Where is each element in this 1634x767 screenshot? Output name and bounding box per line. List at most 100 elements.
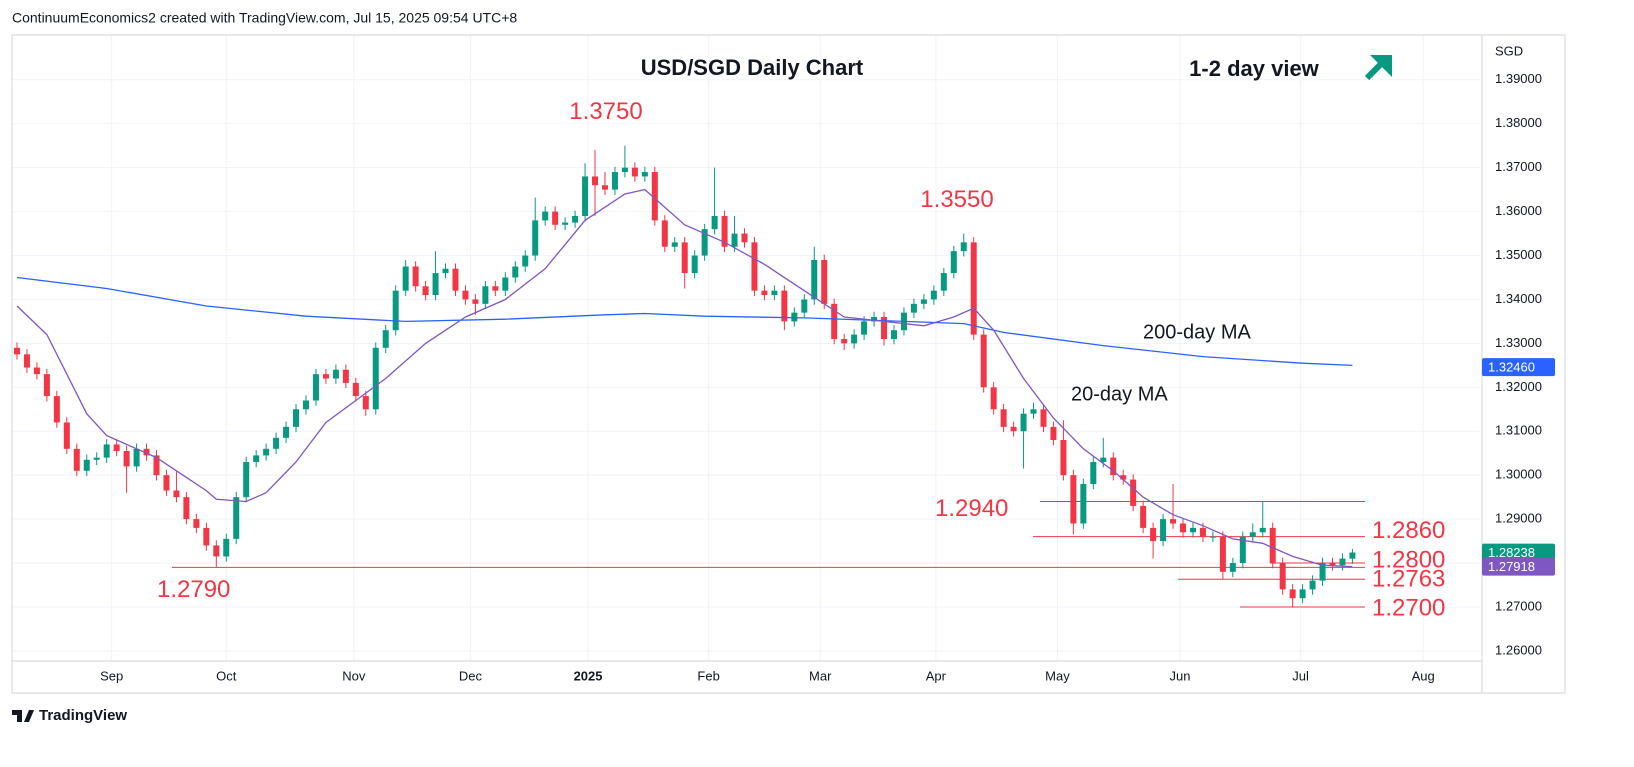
candle-body [582,176,589,216]
y-tick-label: 1.27000 [1495,598,1542,613]
candle-body [1070,475,1077,524]
candle-body [133,448,140,467]
candle-body [1249,532,1256,537]
x-tick-label: Dec [459,668,483,683]
candle-body [741,233,748,243]
moving-average-line [16,188,1353,568]
grid [12,35,1480,661]
candle-body [472,299,479,304]
candle-body [1239,536,1246,564]
candle-body [731,233,738,247]
candle-body [442,268,449,274]
candle-body [851,334,858,344]
candle-body [1319,563,1326,581]
candle-body [1080,483,1087,524]
candle-body [562,222,569,225]
candle-body [910,303,917,313]
candle-body [482,286,489,304]
y-tick-label: 1.33000 [1495,335,1542,350]
candle-body [641,172,648,177]
candle-body [322,374,329,379]
y-tick-label: 1.36000 [1495,203,1542,218]
candle-body [302,400,309,410]
candle-body [1140,505,1147,528]
candle-body [960,242,967,252]
candle-body [1050,426,1057,441]
candle-body [890,330,897,339]
candle-body [113,444,120,452]
candle-body [990,387,997,410]
up-arrow [1364,55,1392,81]
candle-body [173,490,180,498]
candle-body [821,259,828,304]
candle-body [1189,527,1196,533]
y-tick-label: 1.30000 [1495,467,1542,482]
candle-body [342,369,349,383]
candle-body [920,299,927,304]
candle-body [761,290,768,296]
candle-body [601,185,608,190]
candle-body [980,334,987,388]
y-tick-label: 1.39000 [1495,71,1542,86]
candle-body [651,172,658,221]
price-tag-label: 1.28238 [1488,545,1535,560]
candle-body [1040,409,1047,427]
candle-body [1180,523,1187,533]
candle-body [512,266,519,278]
candle-body [631,167,638,177]
candle-body [781,290,788,322]
candle-body [1100,457,1107,462]
candle-body [1150,527,1157,542]
candle-body [1000,409,1007,427]
candle-body [352,382,359,397]
x-tick-label: 2025 [574,668,603,683]
candle-body [33,367,40,375]
candle-body [1090,461,1097,484]
candle-body [13,347,20,355]
candle-body [123,451,130,467]
candle-body [332,369,339,379]
candle-body [671,242,678,247]
candle-body [452,268,459,291]
candle-body [1170,519,1177,524]
candle-body [103,444,110,458]
moving-average-label: 200-day MA [1143,321,1251,343]
y-tick-label: 1.34000 [1495,291,1542,306]
y-tick-label: 1.31000 [1495,423,1542,438]
candle-body [93,457,100,460]
candle-body [791,312,798,322]
candle-body [402,266,409,291]
view-label: 1-2 day view [1189,56,1320,81]
level-label: 1.2860 [1372,517,1445,544]
candle-body [831,303,838,339]
candle-body [422,286,429,296]
price-tag-label: 1.32460 [1488,360,1535,375]
candle-body [53,396,60,423]
level-label: 1.2800 [1372,546,1445,573]
candle-body [153,455,160,476]
x-tick-label: Jul [1292,668,1309,683]
candle-body [1339,558,1346,566]
candle-body [1219,536,1226,572]
candle-body [1020,413,1027,432]
x-tick-label: Feb [697,668,719,683]
moving-average-label: 20-day MA [1071,383,1168,405]
candle-body [1279,563,1286,590]
y-tick-label: 1.26000 [1495,642,1542,657]
x-tick-label: Oct [216,668,237,683]
candle-body [532,220,539,256]
candle-body [372,347,379,410]
candle-body [382,330,389,348]
candle-body [293,409,300,427]
y-tick-label: 1.29000 [1495,511,1542,526]
candle-body [1349,552,1356,559]
candle-body [801,299,808,313]
candle-body [701,229,708,256]
x-tick-label: Sep [100,668,123,683]
candle-body [861,321,868,335]
candle-body [23,354,30,368]
candle-body [592,176,599,186]
candle-body [362,396,369,410]
